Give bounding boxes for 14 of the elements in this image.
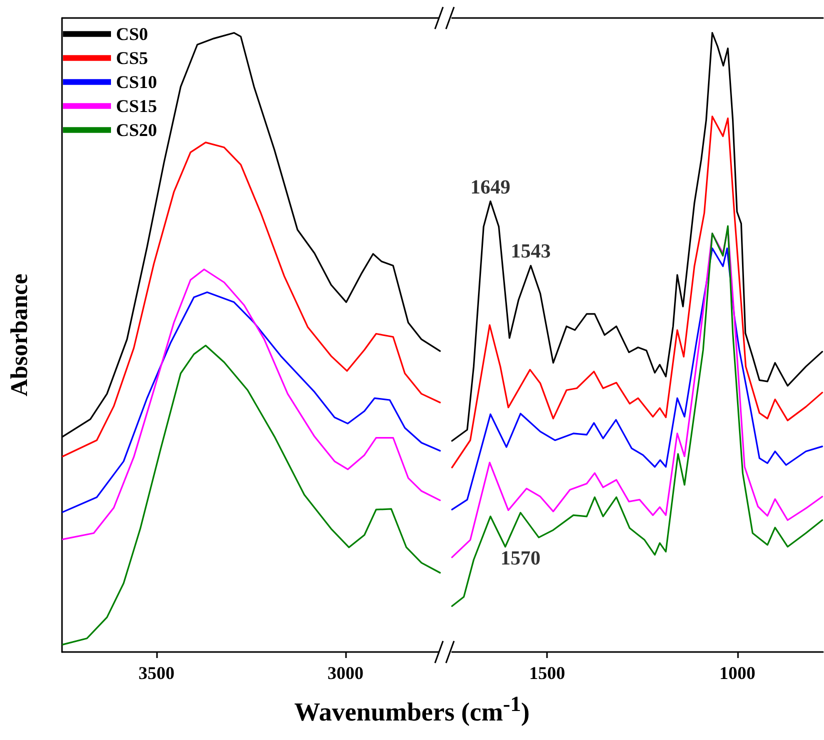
x-tick-label: 3000 bbox=[328, 663, 364, 683]
x-tick-label: 3500 bbox=[138, 663, 174, 683]
legend-label: CS5 bbox=[116, 48, 148, 68]
x-tick-label: 1000 bbox=[719, 663, 756, 683]
x-tick-label: 1500 bbox=[529, 663, 566, 683]
legend-label: CS0 bbox=[116, 24, 148, 44]
x-axis-title: Wavenumbers (cm$^{-1}$) bbox=[293, 692, 531, 728]
annotation: 1570 bbox=[500, 548, 540, 570]
legend-label: CS20 bbox=[116, 120, 158, 140]
legend-label: CS15 bbox=[116, 96, 158, 116]
legend-label: CS10 bbox=[116, 72, 158, 92]
annotation: 1649 bbox=[470, 176, 510, 198]
y-axis-title: Absorbance bbox=[7, 273, 33, 396]
annotation: 1543 bbox=[510, 240, 551, 263]
